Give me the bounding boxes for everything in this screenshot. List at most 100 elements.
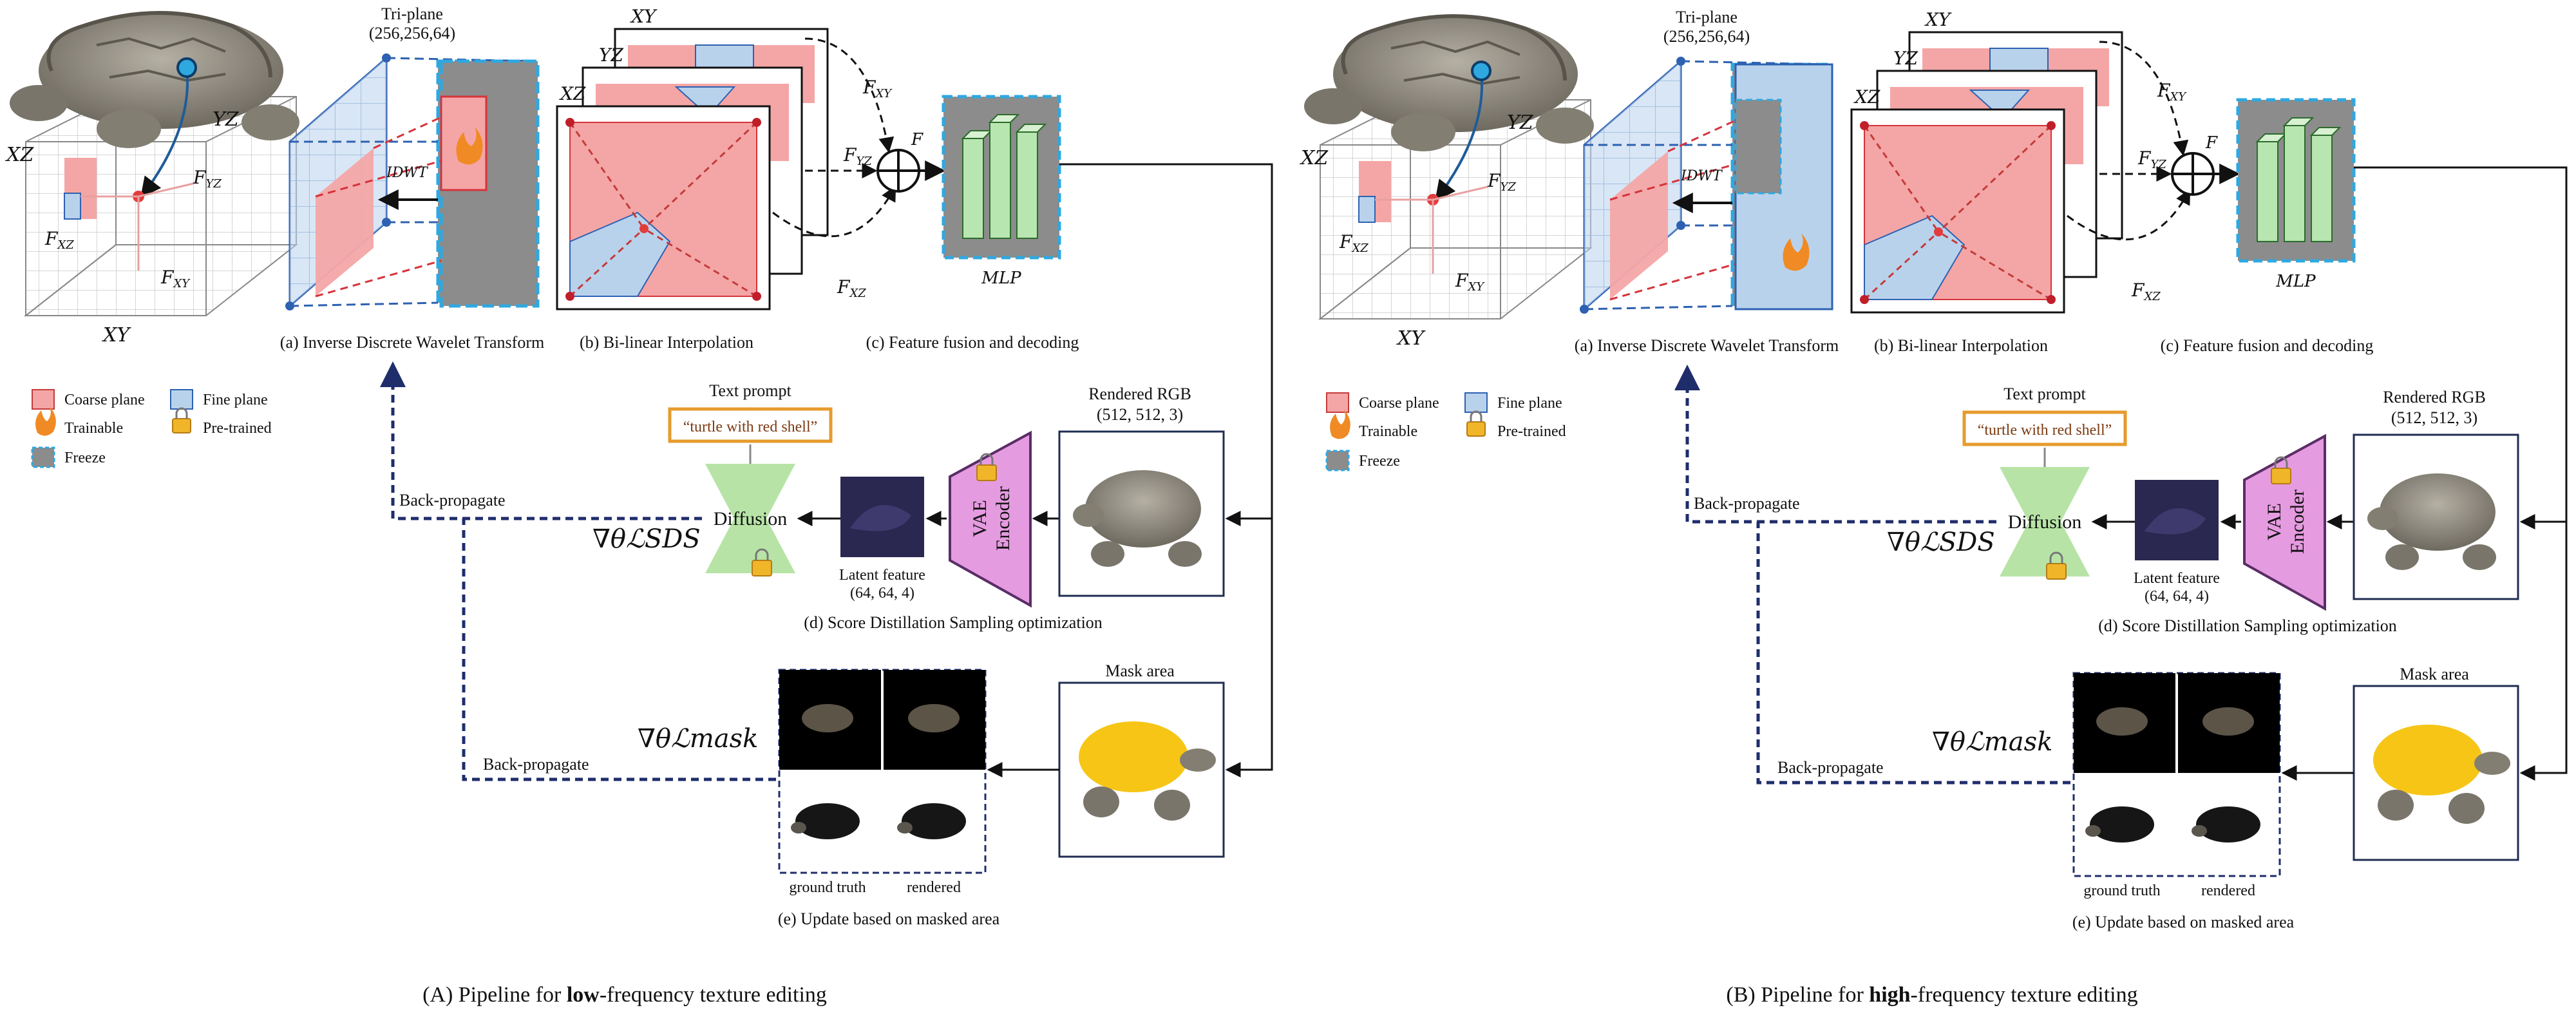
caption-b: (b) Bi-linear Interpolation <box>1874 336 2048 355</box>
bilinear-xy-label: XY <box>1924 9 1952 30</box>
svg-text:FXZ: FXZ <box>44 228 74 252</box>
svg-text:FYZ: FYZ <box>843 144 872 168</box>
text-prompt-title: Text prompt <box>2003 385 2086 403</box>
fusion-fxy-sub: XY <box>2168 90 2187 104</box>
legend-pretrained: Pre-trained <box>1497 423 1566 440</box>
bilinear-xz-label: XZ <box>559 83 586 104</box>
sds-backprop-label: Back-propagate <box>1694 494 1800 513</box>
fusion-fxz-sub: XZ <box>2143 290 2161 303</box>
latent-title: Latent feature <box>839 567 925 584</box>
ground-truth-label: ground truth <box>2083 882 2160 899</box>
fusion-fxy-label: F <box>2157 80 2171 101</box>
bilinear-xy-label: XY <box>630 6 658 27</box>
legend-fine: Fine plane <box>203 392 268 408</box>
idwt-label: IDWT <box>1680 168 1723 184</box>
rendered-rgb-dims: (512, 512, 3) <box>1097 405 1183 424</box>
rendered-label: rendered <box>907 879 961 896</box>
fyz-label: F <box>193 167 207 188</box>
fyz-sub: YZ <box>205 177 222 191</box>
svg-text:FXY: FXY <box>2157 80 2187 104</box>
panel-b-title: (B) Pipeline for high-frequency texture … <box>1726 983 2137 1007</box>
fusion-f-label: F <box>2205 133 2218 153</box>
latent-dims: (64, 64, 4) <box>850 585 914 602</box>
rendered-rgb-title: Rendered RGB <box>2383 388 2486 406</box>
caption-c: (c) Feature fusion and decoding <box>866 333 1079 352</box>
flame-icon <box>1783 233 1810 271</box>
fusion-f-label: F <box>911 130 923 149</box>
sds-loss-label: ∇θℒSDS <box>592 524 701 554</box>
triplane-dims: (256,256,64) <box>369 24 455 43</box>
legend-coarse: Coarse plane <box>64 392 145 408</box>
plane-yz-label: YZ <box>213 108 240 131</box>
diffusion-label: Diffusion <box>714 508 787 529</box>
text-prompt-value: “turtle with red shell” <box>1978 422 2112 439</box>
caption-d: (d) Score Distillation Sampling optimiza… <box>804 613 1103 632</box>
legend-freeze: Freeze <box>1359 453 1400 470</box>
triplane-dims: (256,256,64) <box>1663 27 1750 46</box>
plane-xz-label: XZ <box>1300 147 1329 169</box>
panel-a-low-frequency: XZ YZ XY FXZ FYZ FXY Tri-plane (256,256,… <box>5 5 1272 1007</box>
vae-label-line1: VAE <box>969 500 990 537</box>
fyz-label: F <box>1487 170 1501 191</box>
legend-freeze: Freeze <box>64 450 106 466</box>
fxy-sub: XY <box>172 277 191 290</box>
mask-backprop-label: Back-propagate <box>1777 758 1884 777</box>
svg-text:FXZ: FXZ <box>2131 280 2161 303</box>
svg-text:FXY: FXY <box>1455 270 1485 294</box>
mlp-label: MLP <box>981 269 1021 288</box>
text-prompt-title: Text prompt <box>709 381 791 400</box>
mask-area-title: Mask area <box>1105 662 1175 680</box>
plane-xy-label: XY <box>102 324 131 347</box>
caption-e: (e) Update based on masked area <box>2072 913 2295 931</box>
legend-trainable: Trainable <box>64 420 123 437</box>
legend-pretrained: Pre-trained <box>203 420 272 437</box>
ground-truth-label: ground truth <box>789 879 866 896</box>
fxz-label: F <box>44 228 59 249</box>
svg-text:FXY: FXY <box>862 77 893 100</box>
vae-label-line1: VAE <box>2264 503 2285 540</box>
mask-loss-label: ∇θℒmask <box>1932 727 2052 757</box>
plane-yz-label: YZ <box>1507 111 1534 134</box>
sds-backprop-label: Back-propagate <box>399 491 506 510</box>
fusion-fyz-sub: YZ <box>856 155 872 168</box>
fusion-fxy-label: F <box>862 77 876 98</box>
svg-text:FYZ: FYZ <box>2137 148 2166 171</box>
caption-a: (a) Inverse Discrete Wavelet Transform <box>1575 336 1839 355</box>
fusion-fxz-sub: XZ <box>848 287 866 300</box>
svg-text:FXY: FXY <box>160 267 191 290</box>
caption-c: (c) Feature fusion and decoding <box>2161 336 2374 355</box>
plane-xy-label: XY <box>1396 327 1426 350</box>
fusion-fyz-sub: YZ <box>2150 158 2166 171</box>
caption-d: (d) Score Distillation Sampling optimiza… <box>2098 616 2397 635</box>
svg-text:FXZ: FXZ <box>837 276 866 300</box>
bilinear-yz-label: YZ <box>1893 48 1918 69</box>
caption-e: (e) Update based on masked area <box>778 909 1000 928</box>
plane-xz-label: XZ <box>5 144 34 166</box>
fxy-sub: XY <box>1466 280 1485 294</box>
flame-icon <box>456 127 483 165</box>
latent-dims: (64, 64, 4) <box>2145 588 2209 605</box>
fxz-sub: XZ <box>56 238 74 252</box>
diffusion-label: Diffusion <box>2008 511 2081 533</box>
sds-loss-label: ∇θℒSDS <box>1887 528 1995 557</box>
rendered-rgb-dims: (512, 512, 3) <box>2391 408 2477 427</box>
triplane-title: Tri-plane <box>1676 8 1738 26</box>
legend-coarse: Coarse plane <box>1359 395 1439 412</box>
fusion-fyz-label: F <box>2137 148 2152 169</box>
fyz-sub: YZ <box>1500 180 1516 194</box>
fxz-label: F <box>1339 231 1353 252</box>
legend-fine: Fine plane <box>1497 395 1562 412</box>
mask-area-title: Mask area <box>2400 665 2469 683</box>
latent-title: Latent feature <box>2134 570 2220 587</box>
triplane-title: Tri-plane <box>381 5 443 23</box>
fusion-fxz-label: F <box>2131 280 2145 301</box>
vae-label-line2: Encoder <box>992 486 1014 551</box>
idwt-label: IDWT <box>386 165 429 181</box>
panel-b-high-frequency: XZ YZ XY FXZ FYZ FXY Tri-plane (256,256,… <box>1300 8 2566 1007</box>
bilinear-xz-label: XZ <box>1853 86 1880 108</box>
fxy-label: F <box>160 267 175 288</box>
svg-text:FYZ: FYZ <box>1487 170 1516 194</box>
